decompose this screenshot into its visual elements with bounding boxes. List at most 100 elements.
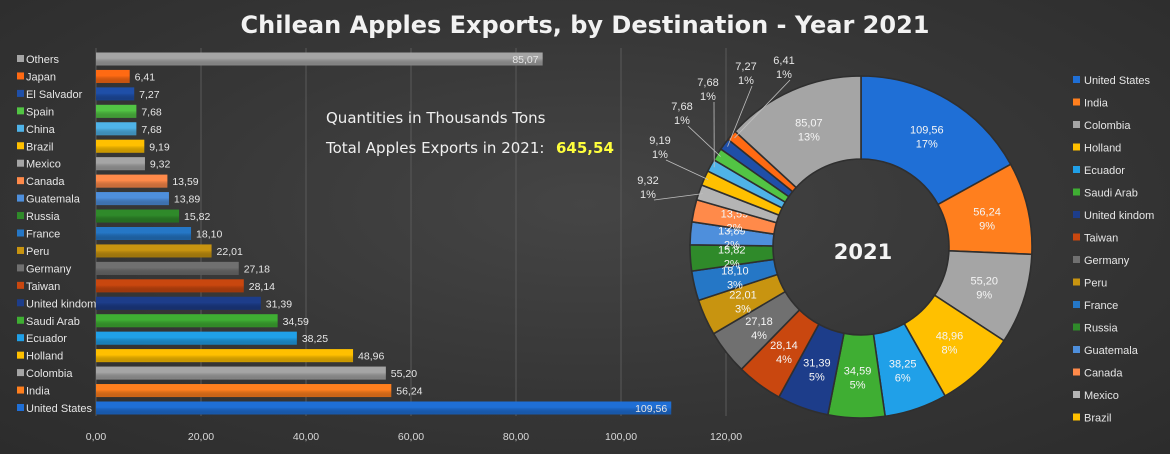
category-swatch-china (17, 124, 24, 132)
bar-value-label-japan: 6,41 (135, 71, 156, 83)
category-label-germany: Germany (26, 263, 72, 275)
category-swatch-united-kindom (17, 299, 24, 307)
donut-pct-label-mexico: 1% (640, 189, 656, 201)
units-note: Quantities in Thousands Tons (326, 109, 546, 127)
donut-value-label-peru: 22,01 (729, 289, 757, 301)
donut-pct-label-ecuador: 6% (895, 373, 911, 385)
bar-value-label-united-kindom: 31,39 (266, 298, 292, 310)
legend-swatch-ecuador (1073, 166, 1080, 173)
legend-swatch-france (1073, 301, 1080, 308)
donut-center-label: 2021 (834, 240, 892, 264)
donut-pct-label-united-kindom: 5% (809, 372, 825, 384)
bar-shade-china (96, 122, 137, 136)
bar-value-label-russia: 15,82 (184, 211, 210, 223)
bar-value-label-canada: 13,59 (172, 176, 198, 188)
bar-value-label-holland: 48,96 (358, 351, 384, 363)
category-swatch-colombia (17, 369, 24, 377)
donut-pct-label-peru: 3% (735, 303, 751, 315)
category-label-saudi-arab: Saudi Arab (26, 316, 80, 328)
bar-shade-india (96, 384, 392, 398)
bar-shade-holland (96, 349, 354, 363)
x-tick-label: 120,00 (710, 431, 742, 443)
category-swatch-taiwan (17, 281, 24, 289)
bar-shade-taiwan (96, 279, 244, 293)
legend-swatch-holland (1073, 143, 1080, 151)
x-tick-label: 20,00 (188, 431, 214, 443)
bar-shade-france (96, 227, 192, 240)
category-swatch-mexico (17, 159, 24, 167)
leader-line-el-salvador (727, 85, 753, 147)
bar-value-label-others: 85,07 (512, 54, 538, 66)
category-label-mexico: Mexico (26, 159, 61, 171)
legend-label-germany: Germany (1084, 255, 1130, 267)
legend-label-russia: Russia (1084, 323, 1119, 335)
bar-value-label-france: 18,10 (196, 229, 222, 241)
bar-shade-others (96, 52, 543, 66)
category-swatch-ecuador (17, 334, 24, 342)
legend-label-saudi-arab: Saudi Arab (1084, 188, 1138, 200)
bar-shade-germany (96, 261, 239, 275)
total-exports-label: Total Apples Exports in 2021: (325, 139, 544, 157)
category-label-holland: Holland (26, 351, 63, 363)
donut-pct-label-saudi-arab: 5% (850, 379, 866, 391)
donut-value-label-ecuador: 38,25 (889, 359, 917, 371)
donut-value-label-others: 85,07 (795, 117, 823, 129)
x-tick-label: 80,00 (503, 431, 529, 443)
bar-value-label-united-states: 109,56 (635, 403, 667, 415)
donut-pct-label-france: 3% (727, 279, 743, 291)
donut-value-label-brazil: 9,19 (649, 135, 670, 147)
legend: United States India Colombia Holland Ecuador… (1073, 75, 1154, 425)
bar-shade-united-kindom (96, 296, 261, 310)
legend-label-india: India (1084, 98, 1109, 110)
category-swatch-peru (17, 246, 24, 254)
category-label-brazil: Brazil (26, 141, 54, 153)
leader-line-brazil (665, 159, 709, 180)
legend-label-united-states: United States (1084, 75, 1151, 87)
legend-swatch-brazil (1073, 413, 1080, 421)
category-swatch-japan (17, 72, 24, 80)
donut-pct-label-others: 13% (798, 131, 820, 143)
bar-value-label-guatemala: 13,89 (174, 194, 200, 206)
donut-pct-label-india: 9% (979, 220, 995, 232)
x-tick-label: 60,00 (398, 431, 424, 443)
bar-value-label-el-salvador: 7,27 (139, 89, 160, 101)
bar-value-label-peru: 22,01 (217, 246, 243, 258)
category-swatch-el-salvador (17, 89, 24, 97)
category-label-united-kindom: United kindom (26, 298, 96, 310)
leader-line-spain (687, 125, 721, 157)
bar-shade-spain (96, 104, 137, 118)
bar-shade-ecuador (96, 331, 297, 345)
donut-value-label-el-salvador: 7,27 (735, 61, 756, 73)
donut-pct-label-united-states: 17% (916, 138, 938, 150)
category-swatch-brazil (17, 142, 24, 150)
donut-value-label-saudi-arab: 34,59 (844, 365, 872, 377)
category-swatch-guatemala (17, 194, 24, 202)
bar-value-label-saudi-arab: 34,59 (283, 316, 309, 328)
donut-pct-label-el-salvador: 1% (738, 75, 754, 87)
bar-value-label-mexico: 9,32 (150, 159, 171, 171)
category-label-peru: Peru (26, 246, 49, 258)
legend-swatch-united-kindom (1073, 211, 1080, 218)
donut-value-label-united-states: 109,56 (910, 124, 944, 136)
donut-pct-label-brazil: 1% (652, 149, 668, 161)
chart-title: Chilean Apples Exports, by Destination -… (241, 11, 930, 39)
legend-swatch-colombia (1073, 121, 1080, 128)
donut-value-label-united-kindom: 31,39 (803, 358, 831, 370)
category-swatch-france (17, 229, 24, 237)
bar-value-label-ecuador: 38,25 (302, 333, 328, 345)
x-tick-label: 0,00 (86, 431, 107, 443)
legend-label-peru: Peru (1084, 278, 1107, 290)
legend-swatch-guatemala (1073, 346, 1080, 353)
donut-value-label-japan: 6,41 (773, 55, 794, 67)
donut-value-label-holland: 48,96 (936, 331, 964, 343)
x-tick-label: 40,00 (293, 431, 319, 443)
donut-value-label-mexico: 9,32 (637, 175, 658, 187)
bar-gridlines (95, 48, 727, 416)
legend-label-canada: Canada (1084, 368, 1123, 380)
bar-shade-guatemala (96, 192, 169, 206)
category-swatch-russia (17, 212, 24, 220)
legend-label-ecuador: Ecuador (1084, 165, 1125, 177)
legend-swatch-russia (1073, 323, 1080, 331)
bar-shade-canada (96, 174, 168, 188)
